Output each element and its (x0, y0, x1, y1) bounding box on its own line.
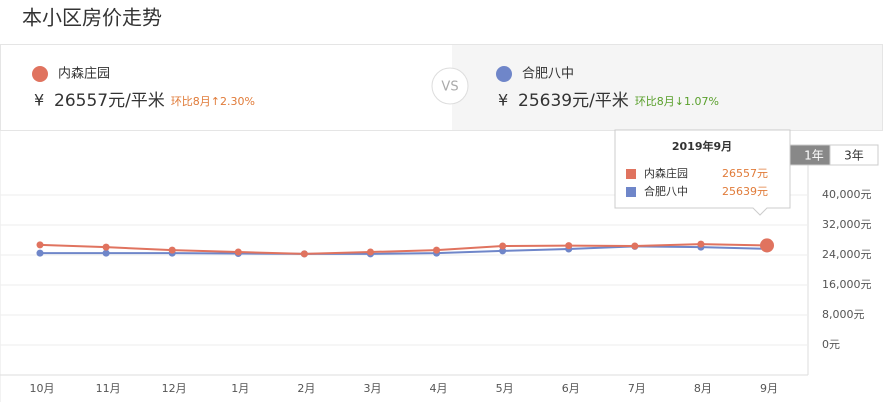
data-point (631, 242, 639, 250)
range-button-label: 3年 (844, 149, 864, 163)
data-point (36, 241, 44, 249)
x-tick-label: 6月 (562, 382, 580, 395)
tooltip-title: 2019年9月 (672, 139, 732, 153)
x-tick-label: 12月 (162, 382, 187, 395)
data-point (234, 248, 242, 256)
x-tick-label: 1月 (231, 382, 249, 395)
currency: ¥ (34, 91, 44, 110)
data-point (300, 250, 308, 258)
tooltip-name: 内森庄园 (644, 166, 688, 180)
y-tick-label: 40,000元 (822, 188, 872, 201)
x-tick-label: 7月 (628, 382, 646, 395)
y-tick-label: 32,000元 (822, 218, 872, 231)
x-tick-label: 5月 (496, 382, 514, 395)
price: 26557元/平米 (54, 91, 165, 111)
change: 环比8月↑2.30% (171, 95, 255, 108)
range-button-label: 1年 (804, 149, 824, 163)
x-tick-label: 11月 (96, 382, 121, 395)
tooltip-swatch (626, 169, 636, 179)
change: 环比8月↓1.07% (635, 95, 719, 108)
series-line (39, 243, 768, 255)
series-name: 合肥八中 (522, 67, 574, 82)
data-point (499, 242, 507, 250)
x-tick-label: 8月 (694, 382, 712, 395)
tooltip-value: 25639元 (722, 185, 768, 198)
series-dot (32, 66, 48, 82)
y-tick-label: 16,000元 (822, 278, 872, 291)
data-point (102, 243, 110, 251)
x-tick-label: 3月 (363, 382, 381, 395)
page-title: 本小区房价走势 (22, 6, 162, 30)
y-tick-label: 24,000元 (822, 248, 872, 261)
data-point (366, 248, 374, 256)
x-tick-label: 2月 (297, 382, 315, 395)
x-tick-label: 9月 (760, 382, 778, 395)
y-tick-label: 8,000元 (822, 308, 865, 321)
series-name: 内森庄园 (58, 66, 110, 82)
currency: ¥ (498, 91, 508, 110)
y-tick-label: 0元 (822, 338, 840, 351)
data-point (499, 247, 507, 255)
vs-circle (431, 67, 469, 105)
tooltip-swatch (626, 187, 636, 197)
data-point (102, 249, 110, 257)
data-point (433, 246, 441, 254)
x-tick-label: 4月 (430, 382, 448, 395)
vs-label: VS (441, 80, 458, 95)
data-point (168, 246, 176, 254)
data-point (697, 240, 705, 248)
price: 25639元/平米 (518, 91, 629, 111)
tooltip-name: 合肥八中 (644, 184, 688, 198)
series-dot (496, 66, 512, 82)
data-point (565, 242, 573, 250)
range-button[interactable] (829, 144, 879, 166)
compare-right-bg (452, 45, 882, 130)
data-point (760, 238, 774, 253)
data-point (36, 249, 44, 257)
x-tick-label: 10月 (30, 382, 55, 395)
tooltip-box (614, 129, 791, 216)
tooltip-value: 26557元 (722, 167, 768, 180)
